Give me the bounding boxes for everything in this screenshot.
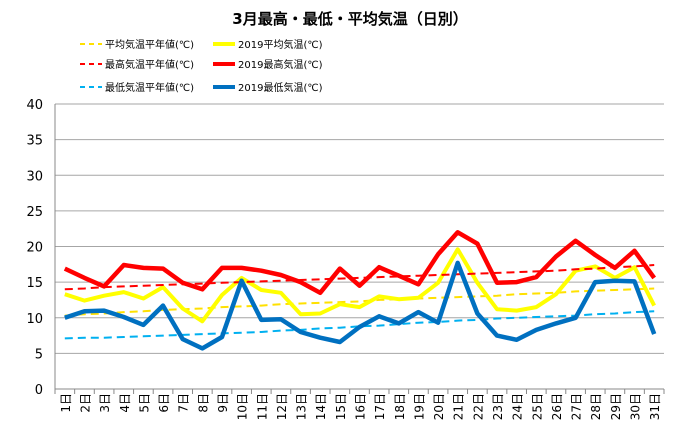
y-tick-label: 30 <box>26 169 43 184</box>
series-line-3 <box>63 230 657 296</box>
y-tick-label: 40 <box>26 98 43 113</box>
x-tick-label: 28日 <box>589 393 603 420</box>
x-tick-label: 26日 <box>550 393 564 420</box>
y-tick-label: 15 <box>26 276 43 291</box>
x-tick-label: 17日 <box>373 393 387 420</box>
y-tick-label: 20 <box>26 241 43 256</box>
x-tick-label: 30日 <box>629 393 643 420</box>
y-tick-label: 0 <box>35 383 43 398</box>
chart-title: 3月最高・最低・平均気温（日別） <box>232 10 467 28</box>
x-tick-label: 20日 <box>432 393 446 420</box>
y-tick-label: 10 <box>26 312 43 327</box>
y-tick-label: 35 <box>26 134 43 149</box>
legend-label-0: 平均気温平年値(℃) <box>105 38 194 51</box>
y-tick-label: 5 <box>35 347 43 362</box>
x-tick-label: 4日 <box>118 393 132 413</box>
x-tick-label: 8日 <box>196 393 210 413</box>
legend-label-2: 最高気温平年値(℃) <box>105 58 194 71</box>
x-tick-label: 31日 <box>648 393 662 420</box>
y-axis: 0 5 10 15 20 25 30 35 40 <box>26 98 664 398</box>
x-tick-label: 6日 <box>157 393 171 413</box>
x-tick-label: 22日 <box>471 393 485 420</box>
y-tick-label: 25 <box>26 205 43 220</box>
x-tick-label: 15日 <box>334 393 348 420</box>
x-tick-label: 11日 <box>255 393 269 420</box>
x-tick-label: 24日 <box>511 393 525 420</box>
x-tick-label: 5日 <box>137 393 151 413</box>
x-tick-label: 7日 <box>177 393 191 413</box>
series-line-5 <box>64 260 657 351</box>
x-tick-label: 2日 <box>78 393 92 413</box>
x-tick-label: 23日 <box>491 393 505 420</box>
x-tick-label: 10日 <box>236 393 250 420</box>
x-tick-label: 29日 <box>609 393 623 420</box>
legend-label-4: 最低気温平年値(℃) <box>105 81 194 94</box>
series-line-1 <box>64 247 656 324</box>
x-axis: 1日 2日 3日 4日 5日 6日 7日 8日 9日 10日 11日 12日 13日 14日 15日 16日 1… <box>54 389 665 420</box>
x-tick-label: 16日 <box>354 393 368 420</box>
plot-area <box>63 230 657 351</box>
x-tick-label: 18日 <box>393 393 407 420</box>
x-tick-label: 27日 <box>570 393 584 420</box>
chart-legend: 平均気温平年値(℃) 2019平均気温(℃) 最高気温平年値(℃) 2019最高気温(… <box>80 38 323 94</box>
x-tick-label: 14日 <box>314 393 328 420</box>
legend-label-5: 2019最低気温(℃) <box>238 81 323 94</box>
legend-label-1: 2019平均気温(℃) <box>238 38 323 51</box>
x-tick-label: 12日 <box>275 393 289 420</box>
grid-lines <box>55 103 664 390</box>
series-line-4 <box>64 310 655 340</box>
x-tick-label: 21日 <box>452 393 466 420</box>
x-tick-label: 3日 <box>98 393 112 413</box>
series-line-2 <box>64 264 655 291</box>
x-tick-label: 13日 <box>295 393 309 420</box>
x-tick-label: 19日 <box>412 393 426 420</box>
x-tick-label: 9日 <box>216 393 230 413</box>
x-tick-label: 1日 <box>59 393 73 413</box>
x-tick-label: 25日 <box>530 393 544 420</box>
legend-label-3: 2019最高気温(℃) <box>238 58 323 71</box>
